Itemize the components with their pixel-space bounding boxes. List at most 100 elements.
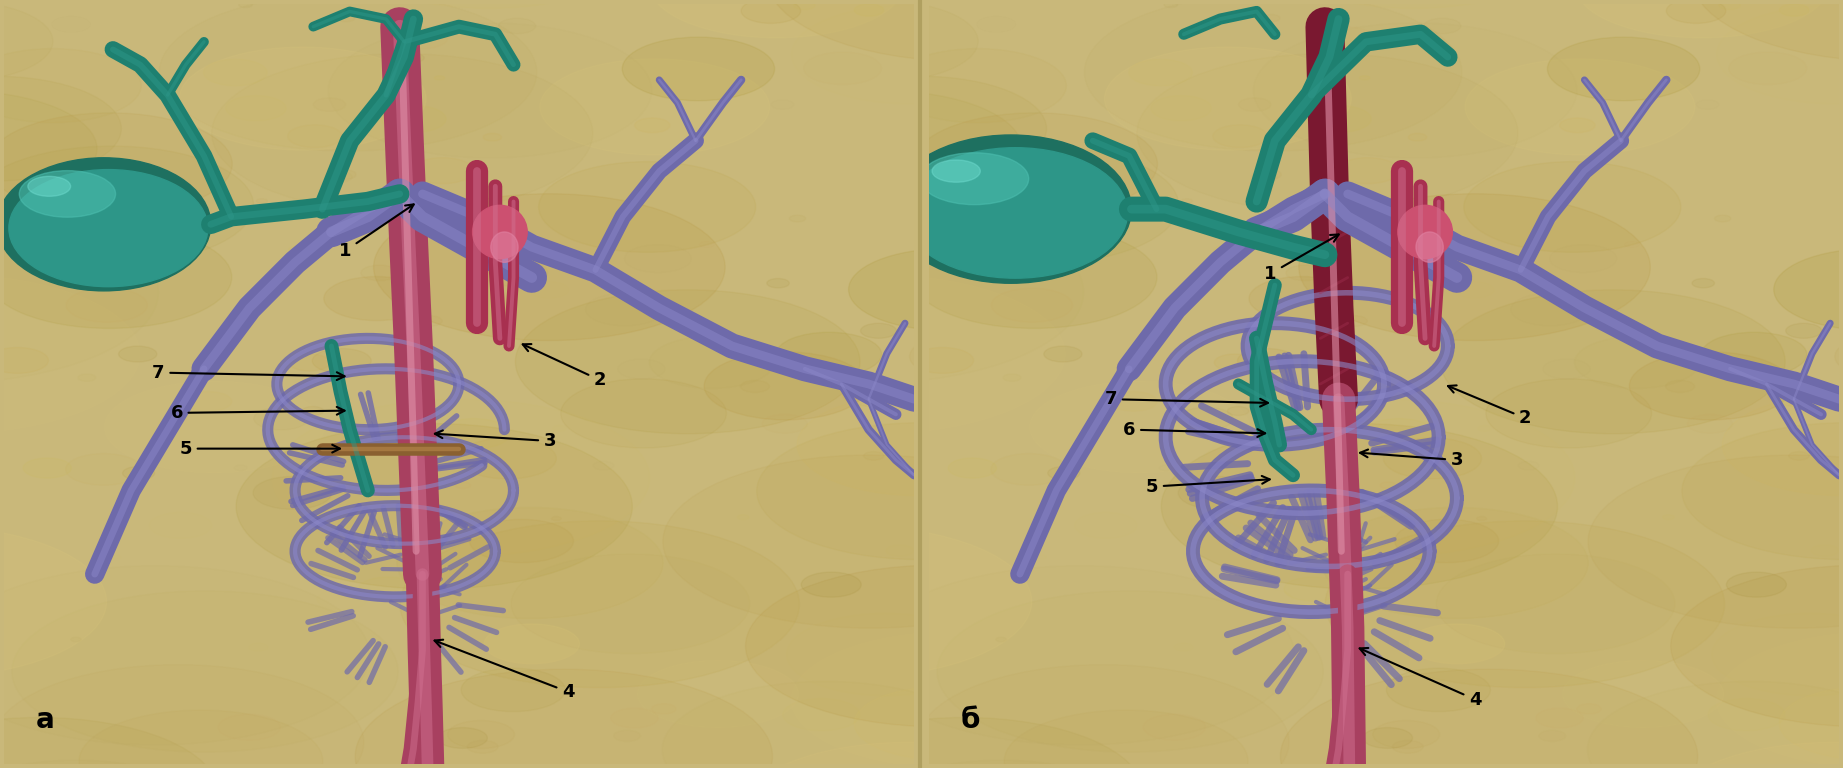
Ellipse shape: [1281, 669, 1697, 768]
Text: 7: 7: [1104, 390, 1268, 409]
Ellipse shape: [1250, 276, 1355, 320]
Ellipse shape: [1047, 466, 1080, 480]
Ellipse shape: [842, 382, 899, 406]
Ellipse shape: [767, 0, 1167, 61]
Ellipse shape: [289, 246, 310, 254]
Ellipse shape: [638, 660, 798, 727]
Ellipse shape: [1215, 246, 1235, 254]
Ellipse shape: [1485, 379, 1651, 448]
Ellipse shape: [0, 717, 217, 768]
Ellipse shape: [289, 354, 330, 371]
Ellipse shape: [912, 113, 1157, 215]
Ellipse shape: [1574, 0, 1828, 38]
Ellipse shape: [516, 290, 861, 434]
Ellipse shape: [0, 113, 232, 215]
Ellipse shape: [0, 157, 210, 291]
Ellipse shape: [1778, 687, 1843, 760]
Ellipse shape: [936, 591, 1323, 752]
Ellipse shape: [649, 336, 774, 389]
Ellipse shape: [203, 59, 267, 86]
Ellipse shape: [1109, 392, 1157, 411]
Ellipse shape: [1666, 0, 1725, 23]
Ellipse shape: [853, 4, 885, 16]
Ellipse shape: [359, 577, 417, 601]
Ellipse shape: [1415, 232, 1443, 263]
Ellipse shape: [949, 600, 1045, 640]
Ellipse shape: [437, 419, 511, 449]
Ellipse shape: [1227, 406, 1250, 415]
Ellipse shape: [0, 91, 98, 207]
Ellipse shape: [623, 37, 774, 101]
Ellipse shape: [1692, 0, 1843, 61]
Text: 1: 1: [1264, 234, 1338, 283]
Ellipse shape: [1410, 624, 1504, 664]
Ellipse shape: [896, 146, 1180, 264]
Text: 6: 6: [1122, 421, 1264, 439]
Ellipse shape: [1362, 419, 1436, 449]
Ellipse shape: [1559, 118, 1594, 133]
Ellipse shape: [0, 347, 48, 373]
Ellipse shape: [1128, 59, 1192, 86]
Ellipse shape: [374, 194, 724, 340]
Ellipse shape: [1692, 279, 1714, 288]
Ellipse shape: [785, 717, 1143, 768]
Ellipse shape: [1255, 0, 1572, 8]
Ellipse shape: [459, 438, 557, 479]
Ellipse shape: [382, 105, 446, 133]
Ellipse shape: [1672, 565, 1843, 727]
Ellipse shape: [1336, 157, 1399, 184]
Ellipse shape: [649, 0, 903, 38]
Ellipse shape: [1198, 399, 1574, 557]
Ellipse shape: [1321, 508, 1589, 618]
Ellipse shape: [1362, 727, 1412, 748]
Ellipse shape: [757, 422, 1084, 560]
Text: 4: 4: [1360, 648, 1482, 709]
Text: 5: 5: [1146, 476, 1270, 495]
Text: 3: 3: [435, 430, 557, 450]
Ellipse shape: [483, 134, 501, 141]
Ellipse shape: [684, 275, 1065, 434]
Ellipse shape: [288, 125, 343, 147]
Ellipse shape: [0, 525, 107, 678]
Ellipse shape: [11, 591, 398, 752]
Ellipse shape: [704, 352, 866, 420]
Ellipse shape: [910, 334, 1015, 379]
Ellipse shape: [1574, 336, 1699, 389]
Ellipse shape: [776, 333, 881, 376]
Ellipse shape: [662, 681, 988, 768]
Ellipse shape: [184, 392, 232, 411]
Ellipse shape: [741, 0, 800, 23]
Ellipse shape: [28, 177, 70, 197]
Ellipse shape: [853, 687, 1028, 760]
Ellipse shape: [1773, 249, 1843, 330]
Ellipse shape: [1664, 743, 1843, 768]
Ellipse shape: [745, 91, 1023, 207]
Ellipse shape: [560, 379, 726, 448]
Ellipse shape: [767, 279, 789, 288]
Ellipse shape: [485, 624, 579, 664]
Ellipse shape: [995, 174, 1004, 177]
Ellipse shape: [746, 565, 1133, 727]
Text: б: б: [960, 706, 980, 733]
Text: 2: 2: [1449, 386, 1532, 427]
Ellipse shape: [1786, 323, 1821, 338]
Text: а: а: [35, 706, 53, 733]
Ellipse shape: [22, 458, 72, 478]
Ellipse shape: [472, 205, 527, 259]
Ellipse shape: [1299, 194, 1649, 340]
Ellipse shape: [490, 232, 518, 263]
Ellipse shape: [1030, 381, 1250, 473]
Ellipse shape: [634, 118, 669, 133]
Ellipse shape: [105, 381, 324, 473]
Ellipse shape: [1463, 161, 1681, 252]
Ellipse shape: [252, 476, 332, 509]
Ellipse shape: [933, 160, 980, 182]
Ellipse shape: [1465, 59, 1696, 155]
Text: 4: 4: [435, 640, 575, 701]
Ellipse shape: [470, 519, 573, 563]
Ellipse shape: [122, 466, 155, 480]
Ellipse shape: [1720, 1, 1740, 10]
Ellipse shape: [1683, 422, 1843, 560]
Ellipse shape: [1662, 515, 1673, 520]
Ellipse shape: [1767, 382, 1825, 406]
